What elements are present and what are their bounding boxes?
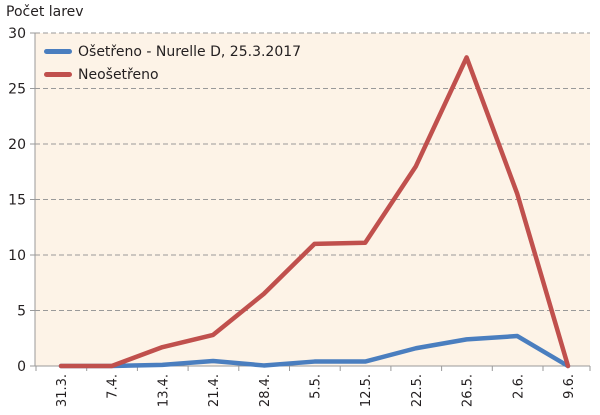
legend-item-untreated: Neošetřeno <box>44 63 301 86</box>
x-tick-label: 21.4. <box>207 374 222 407</box>
y-axis-label: Počet larev <box>6 4 84 20</box>
y-tick-label: 5 <box>17 304 26 320</box>
legend-item-treated: Ošetřeno - Nurelle D, 25.3.2017 <box>44 40 301 63</box>
x-tick-label: 2.6. <box>511 374 526 399</box>
y-tick-label: 15 <box>8 193 26 209</box>
x-tick-label: 5.5. <box>309 374 324 399</box>
x-tick-label: 13.4. <box>156 374 171 407</box>
x-tick-label: 7.4. <box>106 374 121 399</box>
x-tick-label: 9.6. <box>562 374 577 399</box>
y-tick-label: 10 <box>8 248 26 264</box>
x-tick-label: 28.4. <box>258 374 273 407</box>
legend-label-treated: Ošetřeno - Nurelle D, 25.3.2017 <box>78 43 302 60</box>
x-tick-label: 12.5. <box>359 374 374 407</box>
x-tick-label: 31.3. <box>55 374 70 407</box>
legend-label-untreated: Neošetřeno <box>78 66 159 83</box>
y-tick-label: 20 <box>8 137 26 153</box>
y-tick-label: 25 <box>8 82 26 98</box>
y-tick-label: 0 <box>17 359 26 375</box>
legend-swatch-treated <box>44 49 72 54</box>
legend-swatch-untreated <box>44 72 72 77</box>
y-tick-label: 30 <box>8 26 26 42</box>
x-tick-label: 22.5. <box>410 374 425 407</box>
x-tick-label: 26.5. <box>461 374 476 407</box>
legend: Ošetřeno - Nurelle D, 25.3.2017 Neošetře… <box>44 40 301 86</box>
